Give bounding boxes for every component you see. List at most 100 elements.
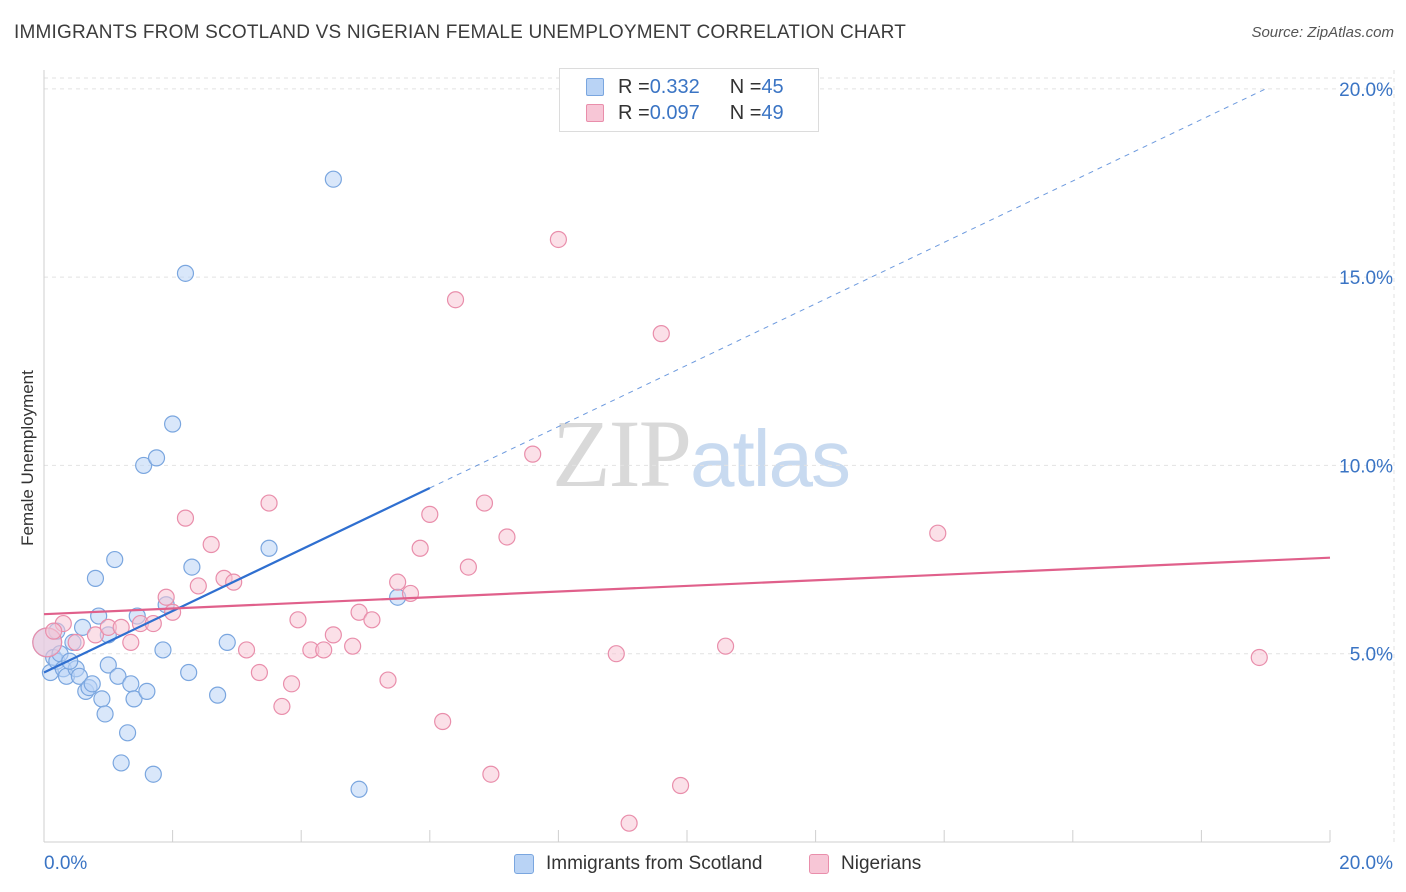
legend-n-value: 49	[761, 101, 784, 124]
point-nigerians	[363, 611, 381, 629]
point-scotland	[164, 415, 182, 433]
grid-lines	[44, 70, 1395, 842]
point-scotland	[86, 569, 105, 587]
bottom-legend-label: Immigrants from Scotland	[546, 853, 763, 874]
point-nigerians	[282, 675, 301, 693]
y-tick-label: 10.0%	[1339, 456, 1393, 477]
point-scotland	[112, 754, 130, 772]
point-nigerians	[929, 524, 947, 542]
point-nigerians	[459, 558, 477, 576]
legend-n-label: N =	[729, 101, 762, 124]
regression-line-scotland	[43, 487, 431, 674]
x-tick-label: 0.0%	[44, 853, 87, 874]
point-nigerians	[164, 603, 182, 621]
point-nigerians	[324, 626, 342, 644]
regression-extension-scotland	[429, 88, 1266, 489]
point-nigerians	[716, 637, 735, 655]
point-scotland	[109, 667, 127, 685]
legend-swatch-blue	[586, 78, 604, 96]
point-scotland	[96, 705, 114, 723]
y-tick-label: 15.0%	[1339, 268, 1393, 289]
series-scotland-points	[32, 170, 407, 798]
point-nigerians	[434, 712, 452, 731]
point-nigerians	[176, 509, 195, 527]
watermark-zip: ZIP	[552, 400, 692, 507]
point-scotland	[118, 724, 137, 742]
point-scotland	[209, 686, 227, 704]
point-scotland	[260, 539, 278, 557]
regression-lines	[43, 88, 1331, 674]
point-nigerians	[67, 633, 85, 652]
point-nigerians	[260, 494, 278, 512]
point-nigerians	[344, 637, 362, 655]
point-nigerians	[482, 765, 500, 783]
legend-swatch-pink	[586, 104, 604, 122]
y-tick-label: 5.0%	[1350, 645, 1393, 666]
point-nigerians	[421, 505, 439, 523]
point-scotland	[106, 550, 124, 569]
axes	[43, 70, 1331, 843]
bottom-legend-scotland: Immigrants from Scotland	[514, 851, 762, 877]
point-nigerians	[86, 626, 105, 644]
point-scotland	[176, 264, 195, 282]
bottom-legend-nigerians: Nigerians	[809, 851, 921, 877]
y-tick-label: 20.0%	[1339, 80, 1393, 101]
point-scotland	[73, 618, 92, 636]
correlation-legend: R = 0.332 N = 45 R = 0.097 N = 49	[559, 68, 819, 132]
point-scotland	[138, 682, 156, 700]
legend-r-label: R =	[618, 75, 650, 98]
point-scotland	[350, 780, 368, 798]
point-nigerians	[607, 645, 625, 663]
point-nigerians	[202, 535, 220, 554]
point-nigerians	[652, 325, 670, 343]
point-nigerians	[446, 291, 465, 309]
point-nigerians	[411, 539, 429, 557]
watermark: ZIPatlas	[552, 398, 851, 509]
legend-r-label: R =	[618, 101, 650, 124]
point-nigerians	[250, 663, 269, 682]
legend-n-value: 45	[761, 75, 784, 98]
point-scotland	[70, 667, 88, 685]
point-scotland	[135, 456, 153, 475]
regression-line-nigerians	[43, 556, 1331, 616]
legend-row-nigerians: R = 0.097 N = 49	[586, 101, 784, 125]
point-nigerians	[620, 814, 638, 832]
point-nigerians	[389, 573, 407, 591]
point-nigerians	[671, 776, 690, 795]
chart-title: IMMIGRANTS FROM SCOTLAND VS NIGERIAN FEM…	[14, 22, 907, 43]
legend-n-label: N =	[729, 75, 762, 98]
point-nigerians	[379, 671, 397, 689]
watermark-atlas: atlas	[690, 414, 851, 503]
point-nigerians	[122, 633, 140, 652]
point-scotland	[93, 690, 111, 708]
point-scotland	[324, 170, 342, 188]
bottom-legend-swatch-pink	[809, 854, 829, 874]
point-scotland	[154, 641, 172, 659]
point-scotland	[183, 558, 201, 576]
point-scotland	[125, 690, 143, 708]
point-nigerians	[289, 611, 307, 629]
point-nigerians	[498, 528, 516, 546]
point-scotland	[180, 663, 198, 682]
point-scotland	[147, 449, 166, 467]
point-nigerians	[273, 697, 291, 716]
point-scotland	[122, 675, 140, 693]
point-nigerians	[475, 494, 494, 512]
point-nigerians	[157, 588, 175, 606]
legend-r-value: 0.097	[649, 101, 700, 124]
point-scotland	[99, 656, 117, 674]
series-nigerians-points	[32, 230, 1268, 832]
source-label: Source: ZipAtlas.com	[1251, 24, 1394, 41]
point-scotland	[83, 675, 101, 693]
point-nigerians	[237, 641, 256, 659]
point-nigerians	[549, 230, 568, 249]
tick-labels: 5.0% 10.0% 15.0% 20.0% 0.0% 20.0%	[44, 80, 1393, 874]
bottom-legend-swatch-blue	[514, 854, 534, 874]
point-scotland	[218, 633, 236, 652]
bottom-legend-label: Nigerians	[841, 853, 922, 874]
point-nigerians	[350, 603, 368, 621]
legend-row-scotland: R = 0.332 N = 45	[586, 75, 784, 99]
point-nigerians	[1250, 648, 1268, 667]
point-nigerians	[189, 577, 207, 595]
